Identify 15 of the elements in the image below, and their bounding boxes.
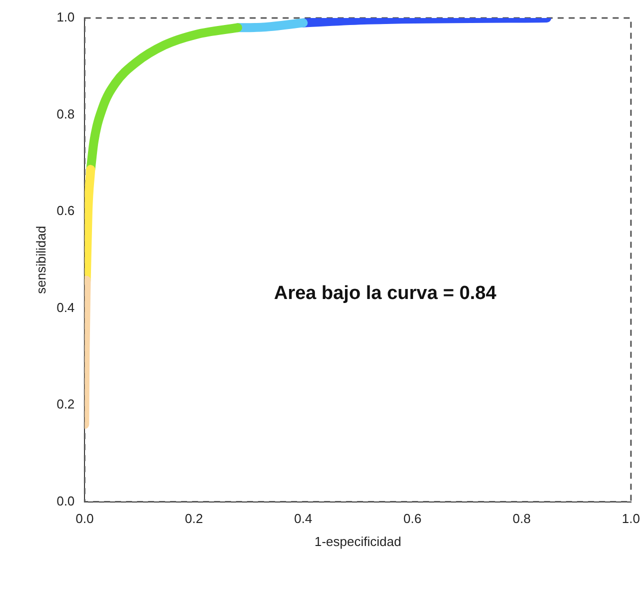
y-tick-label: 0.8 (56, 106, 75, 122)
x-tick-label: 0.0 (76, 511, 94, 526)
x-tick-label: 1.0 (622, 511, 640, 526)
x-tick-label: 0.6 (403, 511, 422, 526)
y-tick-label: 0.4 (56, 300, 75, 315)
y-tick-label: 0.6 (56, 203, 75, 218)
y-tick-label: 0.0 (56, 493, 75, 508)
y-axis-title: sensibilidad (33, 226, 48, 294)
y-tick-label: 0.2 (56, 396, 75, 412)
x-tick-label: 0.2 (184, 511, 203, 526)
y-tick-label: 1.0 (56, 10, 75, 25)
x-tick-label: 0.8 (512, 511, 531, 526)
x-axis-title: 1-especificidad (314, 534, 402, 549)
x-tick-label: 0.4 (294, 511, 312, 526)
annotation: Area bajo la curva = 0.84 (274, 283, 497, 304)
